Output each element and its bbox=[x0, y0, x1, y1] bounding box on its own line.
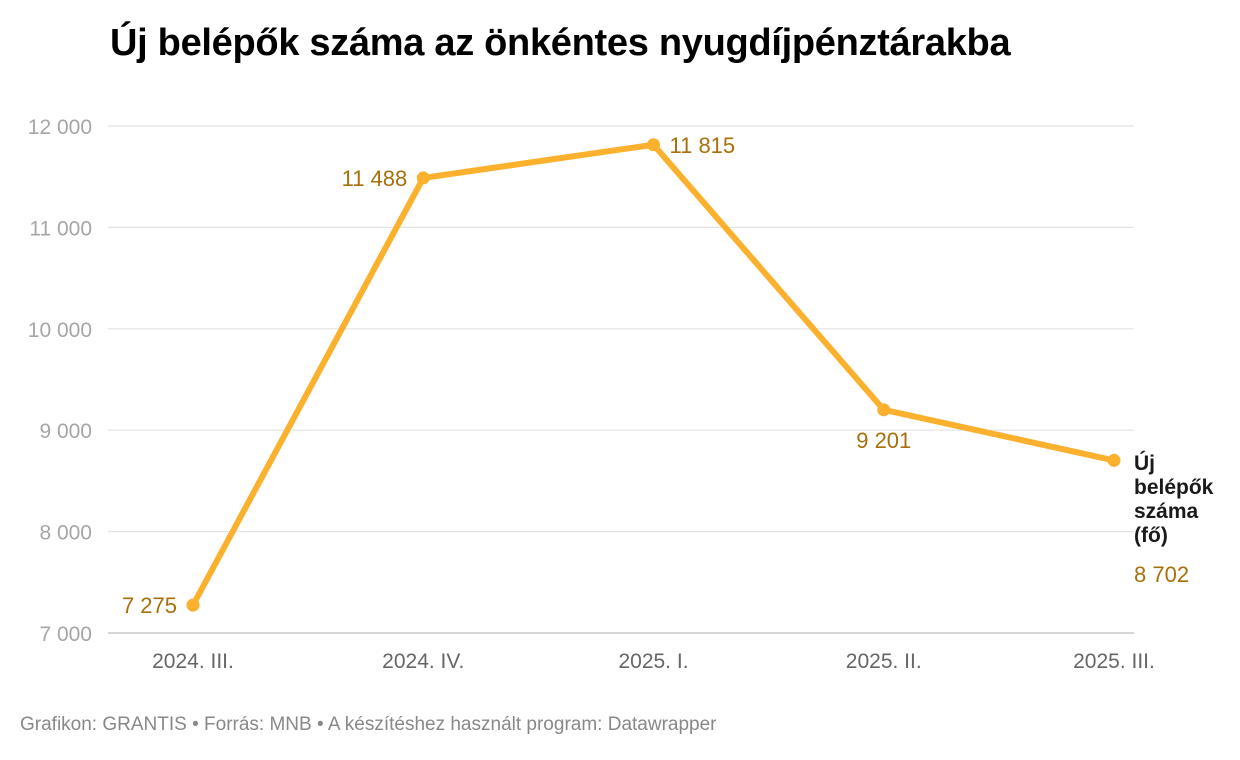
y-tick-label: 10 000 bbox=[28, 319, 92, 342]
x-tick-label: 2024. IV. bbox=[382, 650, 464, 673]
x-tick-label: 2024. III. bbox=[152, 650, 234, 673]
data-point bbox=[416, 171, 430, 185]
data-point bbox=[1107, 453, 1121, 467]
y-tick-label: 12 000 bbox=[28, 116, 92, 139]
series-line bbox=[190, 141, 1117, 609]
y-tick-label: 9 000 bbox=[39, 420, 92, 443]
chart-title: Új belépők száma az önkéntes nyugdíjpénz… bbox=[110, 22, 1011, 64]
data-label: 11 488 bbox=[342, 166, 408, 191]
series-name-label: Új bbox=[1134, 451, 1155, 475]
data-point bbox=[647, 138, 660, 152]
data-point bbox=[186, 598, 200, 612]
x-tick-label: 2025. II. bbox=[846, 650, 922, 673]
data-label: 11 815 bbox=[670, 133, 736, 158]
data-label: 7 275 bbox=[122, 593, 177, 618]
series-name-label: belépők bbox=[1134, 476, 1214, 499]
chart-footer: Grafikon: GRANTIS • Forrás: MNB • A kész… bbox=[20, 714, 717, 735]
y-tick-label: 11 000 bbox=[29, 217, 92, 240]
x-tick-label: 2025. III. bbox=[1073, 650, 1155, 673]
series-name-label: (fő) bbox=[1134, 524, 1168, 547]
series-name-label: száma bbox=[1134, 500, 1199, 523]
data-label: 8 702 bbox=[1134, 562, 1189, 587]
data-label: 9 201 bbox=[856, 428, 911, 453]
y-tick-label: 8 000 bbox=[39, 522, 92, 545]
data-point bbox=[877, 403, 891, 417]
y-tick-label: 7 000 bbox=[39, 623, 92, 646]
x-tick-label: 2025. I. bbox=[618, 650, 688, 673]
